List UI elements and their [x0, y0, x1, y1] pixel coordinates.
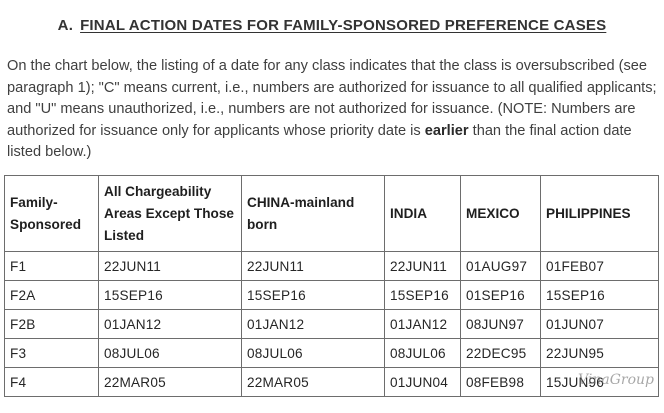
cell-all-chargeability: 08JUL06: [98, 338, 242, 368]
cell-china: 22MAR05: [241, 367, 385, 397]
intro-emphasis: earlier: [424, 122, 469, 139]
table-header-row: Family-Sponsored All Chargeability Areas…: [4, 175, 659, 252]
cell-philippines: 22JUN95: [540, 338, 659, 368]
cell-all-chargeability: 01JAN12: [98, 309, 242, 339]
cell-philippines: 01JUN07: [540, 309, 659, 339]
cell-china: 22JUN11: [241, 251, 385, 281]
section-heading: A. FINAL ACTION DATES FOR FAMILY-SPONSORE…: [0, 17, 664, 34]
cell-mexico: 08FEB98: [460, 367, 541, 397]
header-india: INDIA: [384, 175, 461, 252]
cell-mexico: 22DEC95: [460, 338, 541, 368]
cell-china: 01JAN12: [241, 309, 385, 339]
watermark-logo: VinaGroup: [578, 372, 654, 388]
header-philippines: PHILIPPINES: [540, 175, 659, 252]
cell-category: F4: [4, 367, 99, 397]
cell-china: 08JUL06: [241, 338, 385, 368]
cell-category: F2A: [4, 280, 99, 310]
intro-text-1: On the chart below, the listing of a dat…: [7, 58, 657, 139]
cell-india: 22JUN11: [384, 251, 461, 281]
cell-india: 15SEP16: [384, 280, 461, 310]
cell-philippines: 15JUN96: [540, 367, 659, 397]
section-title: FINAL ACTION DATES FOR FAMILY-SPONSORED …: [80, 17, 607, 34]
cell-category: F1: [4, 251, 99, 281]
table-row: F3 08JUL06 08JUL06 08JUL06 22DEC95 22JUN…: [4, 338, 659, 368]
cell-category: F3: [4, 338, 99, 368]
cell-all-chargeability: 15SEP16: [98, 280, 242, 310]
header-family-sponsored: Family-Sponsored: [4, 175, 99, 252]
header-mexico: MEXICO: [460, 175, 541, 252]
table-row: F4 22MAR05 22MAR05 01JUN04 08FEB98 15JUN…: [4, 367, 659, 397]
cell-india: 01JUN04: [384, 367, 461, 397]
cell-india: 08JUL06: [384, 338, 461, 368]
table-row: F1 22JUN11 22JUN11 22JUN11 01AUG97 01FEB…: [4, 251, 659, 281]
header-all-chargeability: All Chargeability Areas Except Those Lis…: [98, 175, 242, 252]
cell-mexico: 08JUN97: [460, 309, 541, 339]
intro-text-2: than the final action date listed below.…: [7, 122, 632, 161]
cell-all-chargeability: 22MAR05: [98, 367, 242, 397]
cell-philippines: 15SEP16: [540, 280, 659, 310]
header-china: CHINA-mainland born: [241, 175, 385, 252]
final-action-dates-table: Family-Sponsored All Chargeability Areas…: [4, 175, 659, 397]
table-row: F2B 01JAN12 01JAN12 01JAN12 08JUN97 01JU…: [4, 309, 659, 339]
intro-paragraph: On the chart below, the listing of a dat…: [7, 56, 659, 164]
cell-philippines: 01FEB07: [540, 251, 659, 281]
cell-all-chargeability: 22JUN11: [98, 251, 242, 281]
cell-china: 15SEP16: [241, 280, 385, 310]
cell-mexico: 01AUG97: [460, 251, 541, 281]
section-letter: A.: [57, 17, 74, 34]
table-row: F2A 15SEP16 15SEP16 15SEP16 01SEP16 15SE…: [4, 280, 659, 310]
cell-mexico: 01SEP16: [460, 280, 541, 310]
cell-india: 01JAN12: [384, 309, 461, 339]
cell-category: F2B: [4, 309, 99, 339]
